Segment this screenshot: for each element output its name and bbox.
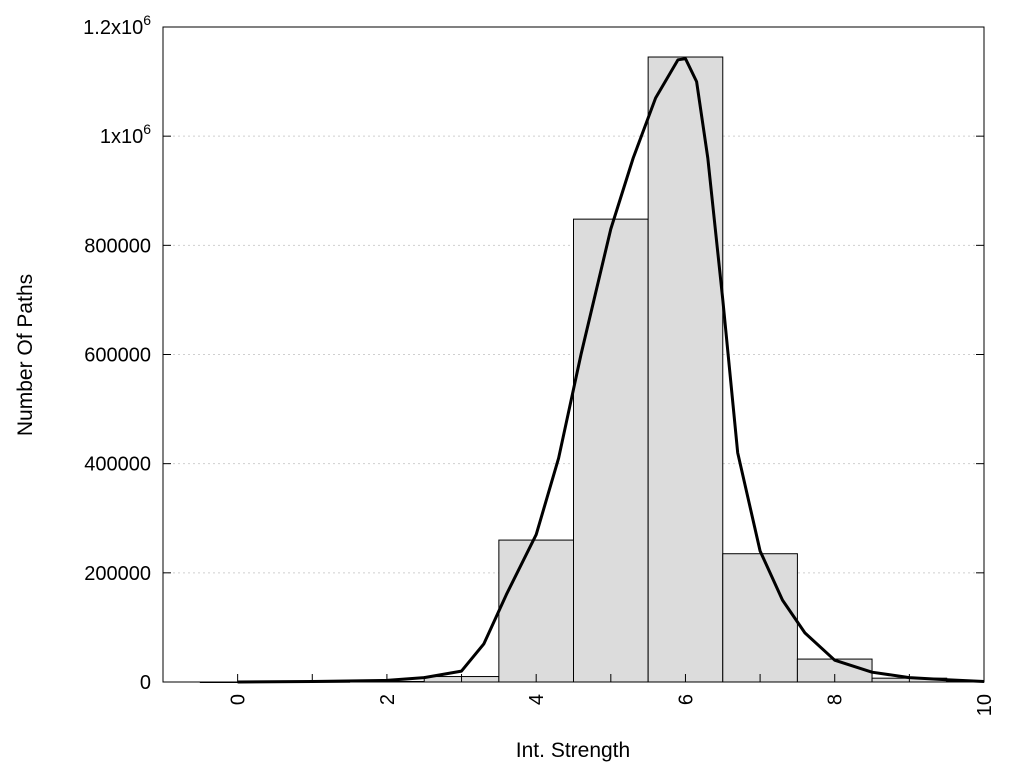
histogram-bar (722, 553, 798, 683)
x-tick-labels: 0 2 4 6 8 10 (228, 694, 996, 716)
y-tick-label-base: 1.2x10 (83, 17, 143, 39)
y-tick-label: 400000 (84, 454, 151, 476)
tick-marks (163, 26, 985, 683)
y-tick-label: 0 (140, 672, 151, 694)
y-tick-label-exponent: 6 (143, 121, 151, 137)
y-tick-label: 600000 (84, 345, 151, 367)
x-axis-title: Int. Strength (516, 739, 630, 762)
x-tick-label: 0 (228, 694, 250, 705)
fit-curve (237, 57, 985, 684)
histogram-bar (498, 539, 575, 683)
y-tick-label-base: 200000 (84, 563, 151, 585)
bars (199, 56, 985, 683)
y-tick-label-base: 600000 (84, 345, 151, 367)
y-tick-label-base: 1x10 (100, 126, 143, 148)
y-tick-label: 800000 (84, 235, 151, 257)
y-tick-label-base: 0 (140, 672, 151, 694)
y-tick-label-exponent: 6 (143, 12, 151, 28)
x-tick-label: 2 (377, 694, 399, 705)
y-tick-label: 200000 (84, 563, 151, 585)
x-tick-label: 4 (526, 694, 548, 705)
y-tick-label-base: 400000 (84, 454, 151, 476)
histogram-bar (647, 56, 724, 683)
y-axis-title: Number Of Paths (14, 274, 37, 436)
x-tick-label: 8 (825, 694, 847, 705)
y-tick-label: 1x106 (100, 121, 151, 148)
fit-curve-layer (237, 57, 985, 684)
x-tick-label: 6 (675, 694, 697, 705)
y-tick-label-base: 800000 (84, 235, 151, 257)
histogram-bar (573, 218, 649, 683)
x-tick-label: 10 (974, 694, 996, 716)
y-tick-label: 1.2x106 (83, 12, 151, 39)
